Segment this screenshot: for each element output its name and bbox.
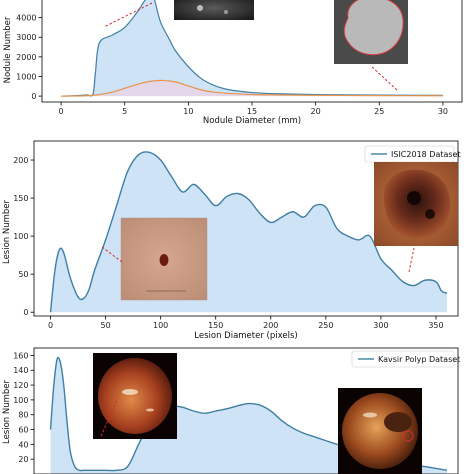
y-tick-label: 80 (18, 411, 28, 420)
y-tick-label: 120 (13, 381, 28, 390)
nodule-pointer-b (370, 65, 398, 91)
y-tick-label: 20 (18, 455, 28, 464)
isic2018-distribution-line (49, 151, 448, 313)
kavsir-endoscopy-thumbnail-a (93, 353, 177, 439)
nodule-segmentation-thumbnail (334, 0, 408, 64)
nodule-secondary-area-fill (61, 80, 443, 97)
nodule-plot-frame (41, 0, 463, 103)
y-tick-label: 40 (18, 440, 28, 449)
x-tick-label: 250 (318, 321, 333, 330)
y-tick-label: 100 (13, 232, 28, 241)
y-tick-label: 3000 (16, 33, 36, 42)
x-tick-label: 350 (428, 321, 443, 330)
isic2018-large-lesion-thumbnail (374, 162, 458, 246)
kavsir-plot-frame (33, 347, 459, 474)
isic2018-panel: 0 50 100 150 200 250 300 350 0 50 100 150 200 Lesion… (2, 140, 461, 341)
nodule-x-axis-label: Nodule Diameter (mm) (203, 116, 301, 126)
kavsir-pointer-a (100, 397, 119, 437)
x-tick-label: 20 (311, 107, 321, 116)
isic2018-y-axis-label: Lesion Number (2, 199, 12, 264)
y-tick-label: 2000 (16, 53, 36, 62)
x-tick-label: 30 (438, 107, 448, 116)
y-tick-label: 1000 (16, 72, 36, 81)
kavsir-distribution-line (49, 356, 448, 472)
y-tick-label: 4000 (16, 14, 36, 23)
nodule-secondary-line (61, 79, 443, 97)
y-tick-label: 150 (13, 194, 28, 203)
y-tick-label: 140 (13, 366, 28, 375)
isic2018-pointer-b (408, 247, 415, 273)
nodule-ct-thumbnail (174, 0, 254, 20)
x-tick-label: 10 (183, 107, 193, 116)
x-tick-label: 50 (100, 321, 110, 330)
kavsir-panel: 20 40 60 80 100 120 140 160 Lesion Number Kavsi… (2, 347, 460, 474)
x-tick-label: 0 (59, 107, 64, 116)
nodule-ticks: 0 5 10 15 20 25 30 0 1000 2000 3000 4000 (16, 14, 448, 116)
nodule-y-axis-label: Nodule Number (3, 16, 13, 83)
x-tick-label: 200 (263, 321, 278, 330)
kavsir-area-fill (50, 357, 447, 474)
x-tick-label: 25 (374, 107, 384, 116)
isic2018-legend: ISIC2018 Dataset (364, 145, 461, 163)
isic2018-legend-label: ISIC2018 Dataset (391, 150, 461, 159)
x-tick-label: 5 (122, 107, 127, 116)
isic2018-small-lesion-thumbnail (120, 217, 208, 301)
kavsir-legend: Kavsir Polyp Dataset (351, 350, 460, 368)
isic2018-x-axis-label: Lesion Diameter (pixels) (194, 331, 297, 341)
y-tick-label: 160 (13, 351, 28, 360)
isic2018-ticks: 0 50 100 150 200 250 300 350 0 50 100 150 200 (13, 156, 443, 330)
y-tick-label: 50 (18, 270, 28, 279)
x-tick-label: 15 (247, 107, 257, 116)
kavsir-ticks: 20 40 60 80 100 120 140 160 (13, 351, 34, 464)
y-tick-label: 100 (13, 396, 28, 405)
nodule-distribution-line (61, 0, 443, 97)
x-tick-label: 0 (48, 321, 53, 330)
kavsir-endoscopy-thumbnail-b (338, 388, 422, 474)
x-tick-label: 150 (208, 321, 223, 330)
x-tick-label: 100 (153, 321, 168, 330)
kavsir-y-axis-label: Lesion Number (2, 379, 12, 444)
kavsir-legend-label: Kavsir Polyp Dataset (378, 355, 460, 364)
x-tick-label: 300 (373, 321, 388, 330)
y-tick-label: 60 (18, 426, 28, 435)
nodule-panel: 0 5 10 15 20 25 30 0 1000 2000 3000 4000 Nodule Dia… (3, 0, 463, 126)
nodule-area-fill (61, 0, 443, 97)
y-tick-label: 200 (13, 156, 28, 165)
y-tick-label: 0 (31, 92, 36, 101)
y-tick-label: 0 (23, 308, 28, 317)
